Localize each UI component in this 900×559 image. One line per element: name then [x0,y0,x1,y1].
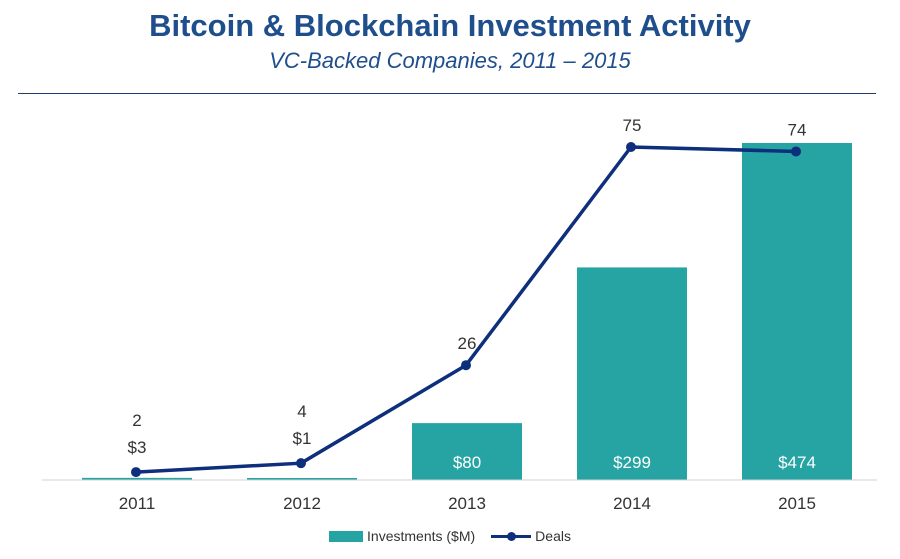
x-tick-label-2011: 2011 [119,494,156,513]
legend-item-investments: Investments ($M) [329,528,475,544]
deals-value-label-2011: 2 [132,411,141,430]
combo-chart: 2011 2012 2013 2014 2015 $3 $1 $80 $299 $474 2 4 26 7… [42,116,877,513]
deals-value-label-2015: 74 [788,120,807,139]
deals-point-2012 [296,458,306,469]
bar-2014 [577,267,687,480]
bar-value-label-2015: $474 [778,453,816,472]
x-tick-label-2012: 2012 [283,494,321,513]
bar-2015 [742,143,852,480]
title-divider [18,93,876,94]
deals-value-label-2013: 26 [458,334,477,353]
legend-item-deals: Deals [491,528,571,544]
deals-point-2011 [131,467,141,478]
bar-value-label-2013: $80 [453,453,481,472]
x-tick-label-2015: 2015 [778,494,816,513]
legend-label-deals: Deals [535,528,571,544]
deals-point-2013 [461,360,471,371]
bar-2013 [412,423,522,480]
chart-title: Bitcoin & Blockchain Investment Activity [149,8,751,43]
deals-value-label-2014: 75 [623,116,642,135]
deals-point-2014 [626,142,636,152]
chart-subtitle: VC-Backed Companies, 2011 – 2015 [269,48,631,73]
legend-line-swatch [491,531,532,542]
legend-bar-swatch [329,530,364,542]
bar-2011 [82,477,192,480]
deals-point-2015 [791,146,801,157]
x-tick-label-2013: 2013 [448,494,486,513]
x-tick-label-2014: 2014 [613,494,651,513]
bar-value-label-2014: $299 [613,453,651,472]
deals-value-label-2012: 4 [297,402,306,421]
bar-value-label-2011: $3 [128,438,147,457]
legend: Investments ($M) Deals [0,528,900,544]
bar-2012 [247,478,357,480]
legend-label-investments: Investments ($M) [367,528,476,544]
bar-value-label-2012: $1 [293,429,312,448]
